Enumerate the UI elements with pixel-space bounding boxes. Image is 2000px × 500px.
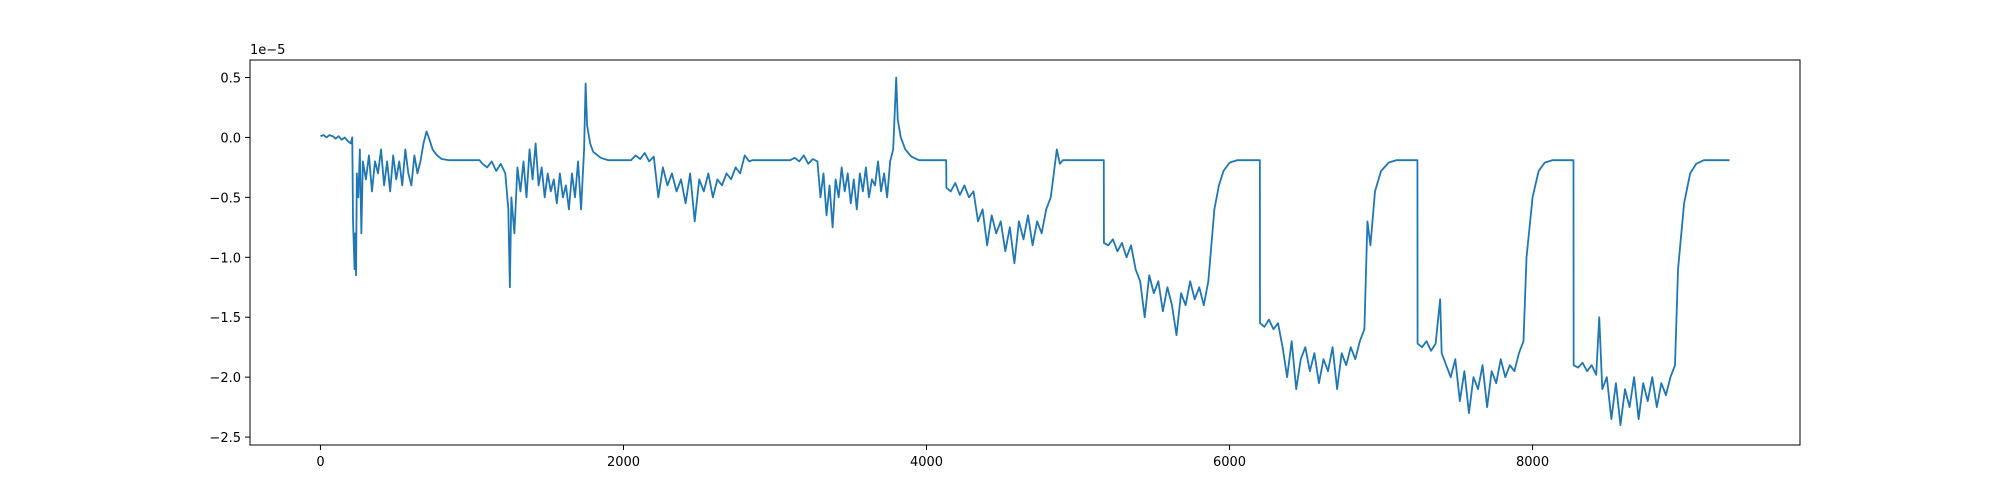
y-tick-label: −2.5	[209, 431, 241, 446]
y-offset-label: 1e−5	[250, 43, 285, 58]
x-tick-label: 4000	[910, 455, 943, 470]
line-series	[320, 76, 1730, 426]
x-tick-label: 8000	[1516, 455, 1549, 470]
y-tick-label: 0.5	[220, 72, 241, 87]
y-tick-label: −0.5	[209, 191, 241, 206]
y-tick-label: 0.0	[220, 131, 241, 146]
x-tick-label: 2000	[607, 455, 640, 470]
y-tick-label: −1.5	[209, 311, 241, 326]
y-tick-label: −1.0	[209, 251, 241, 266]
axes-frame	[249, 59, 1801, 446]
y-tick-label: −2.0	[209, 371, 241, 386]
x-tick-label: 6000	[1213, 455, 1246, 470]
x-tick-label: 0	[316, 455, 324, 470]
